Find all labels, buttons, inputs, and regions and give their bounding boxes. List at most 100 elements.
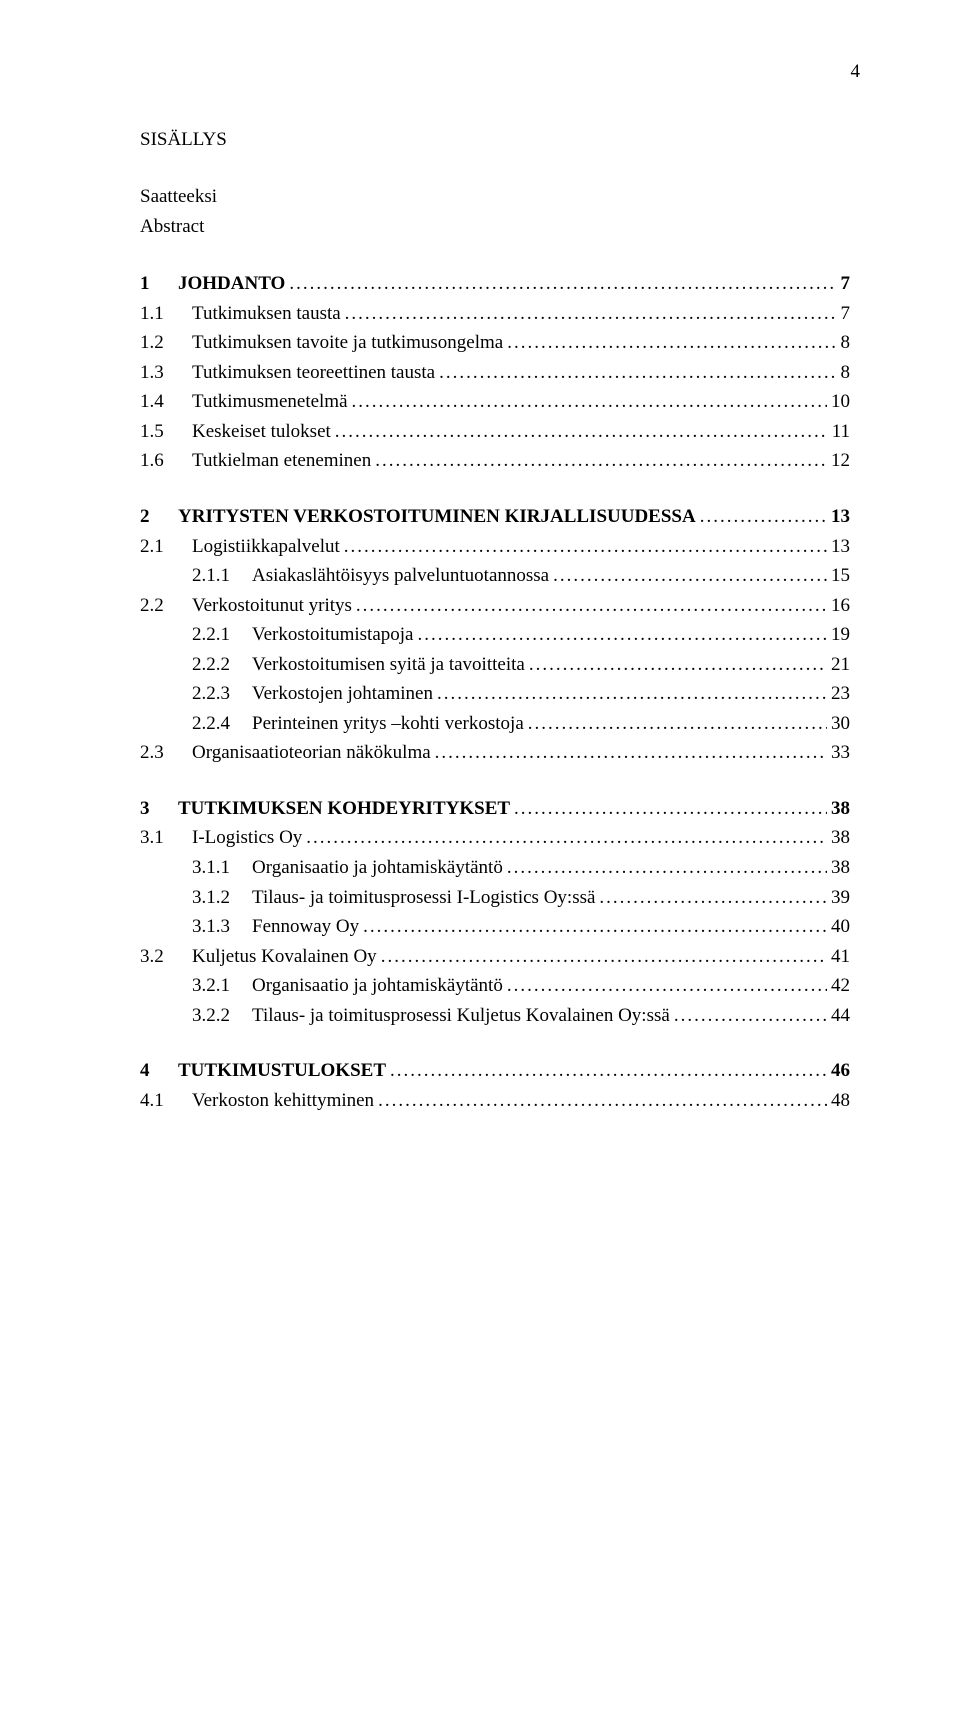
toc-row: 4.1Verkoston kehittyminen48 xyxy=(140,1087,850,1115)
toc-number: 1.6 xyxy=(140,447,192,475)
toc-leader-dots xyxy=(674,1002,827,1030)
toc-label: Tutkielman eteneminen xyxy=(192,447,371,475)
toc-row: 3.2.2Tilaus- ja toimitusprosessi Kuljetu… xyxy=(140,1002,850,1030)
toc-number: 3.2 xyxy=(140,943,192,971)
toc-page: 16 xyxy=(831,592,850,620)
toc-number: 1.5 xyxy=(140,418,192,446)
toc-label: Tutkimuksen teoreettinen tausta xyxy=(192,359,435,387)
toc-row: 2YRITYSTEN VERKOSTOITUMINEN KIRJALLISUUD… xyxy=(140,503,850,531)
toc-leader-dots xyxy=(529,651,827,679)
page-number: 4 xyxy=(140,58,860,86)
toc-leader-dots xyxy=(435,739,827,767)
toc-section: 3TUTKIMUKSEN KOHDEYRITYKSET 383.1I-Logist… xyxy=(140,795,850,1029)
toc-label: TUTKIMUSTULOKSET xyxy=(178,1057,386,1085)
toc-page: 38 xyxy=(831,795,850,823)
toc-row: 1.1Tutkimuksen tausta7 xyxy=(140,300,850,328)
toc-row: 3.2Kuljetus Kovalainen Oy41 xyxy=(140,943,850,971)
toc-leader-dots xyxy=(289,270,836,298)
toc-row: 1.6Tutkielman eteneminen 12 xyxy=(140,447,850,475)
toc-page: 21 xyxy=(831,651,850,679)
toc-row: 2.1.1Asiakaslähtöisyys palveluntuotannos… xyxy=(140,562,850,590)
toc-number: 3 xyxy=(140,795,178,823)
toc-section: 2YRITYSTEN VERKOSTOITUMINEN KIRJALLISUUD… xyxy=(140,503,850,767)
toc-row: 4TUTKIMUSTULOKSET46 xyxy=(140,1057,850,1085)
toc-label: Asiakaslähtöisyys palveluntuotannossa xyxy=(252,562,549,590)
toc-label: Fennoway Oy xyxy=(252,913,359,941)
toc-number: 1.3 xyxy=(140,359,192,387)
toc-label: Logistiikkapalvelut xyxy=(192,533,340,561)
toc-page: 23 xyxy=(831,680,850,708)
toc-page: 12 xyxy=(831,447,850,475)
toc-row: 1.4Tutkimusmenetelmä10 xyxy=(140,388,850,416)
toc-number: 3.1.1 xyxy=(192,854,252,882)
toc-number: 2.2.3 xyxy=(192,680,252,708)
front-matter-block: SaatteeksiAbstract xyxy=(140,183,850,240)
toc-label: TUTKIMUKSEN KOHDEYRITYKSET xyxy=(178,795,510,823)
toc-number: 3.2.1 xyxy=(192,972,252,1000)
toc-row: 2.1Logistiikkapalvelut13 xyxy=(140,533,850,561)
toc-label: Organisaatio ja johtamiskäytäntö xyxy=(252,972,503,1000)
toc-label: Organisaatio ja johtamiskäytäntö xyxy=(252,854,503,882)
toc-page: 48 xyxy=(831,1087,850,1115)
toc-page: 8 xyxy=(841,359,851,387)
toc-label: Tutkimuksen tausta xyxy=(192,300,341,328)
toc-row: 2.2Verkostoitunut yritys 16 xyxy=(140,592,850,620)
toc-number: 2.2 xyxy=(140,592,192,620)
toc-row: 3.1.2Tilaus- ja toimitusprosessi I-Logis… xyxy=(140,884,850,912)
toc-row: 3.1I-Logistics Oy38 xyxy=(140,824,850,852)
toc-label: Organisaatioteorian näkökulma xyxy=(192,739,431,767)
toc-leader-dots xyxy=(553,562,827,590)
toc-row: 3.1.3Fennoway Oy40 xyxy=(140,913,850,941)
toc-page: 15 xyxy=(831,562,850,590)
toc-leader-dots xyxy=(700,503,827,531)
toc-leader-dots xyxy=(599,884,827,912)
toc-number: 4 xyxy=(140,1057,178,1085)
toc-row: 2.3Organisaatioteorian näkökulma 33 xyxy=(140,739,850,767)
toc-page: 33 xyxy=(831,739,850,767)
toc-label: Verkostoitunut yritys xyxy=(192,592,352,620)
toc-leader-dots xyxy=(514,795,827,823)
toc-number: 2.2.2 xyxy=(192,651,252,679)
toc-page: 42 xyxy=(831,972,850,1000)
toc-label: Tilaus- ja toimitusprosessi I-Logistics … xyxy=(252,884,595,912)
toc-label: Verkostojen johtaminen xyxy=(252,680,433,708)
toc-leader-dots xyxy=(352,388,827,416)
toc-row: 1JOHDANTO7 xyxy=(140,270,850,298)
toc-page: 38 xyxy=(831,854,850,882)
toc-leader-dots xyxy=(378,1087,827,1115)
toc-row: 1.3Tutkimuksen teoreettinen tausta 8 xyxy=(140,359,850,387)
toc-leader-dots xyxy=(417,621,827,649)
toc-number: 3.1.2 xyxy=(192,884,252,912)
toc-row: 2.2.3Verkostojen johtaminen 23 xyxy=(140,680,850,708)
toc-leader-dots xyxy=(390,1057,827,1085)
toc-leader-dots xyxy=(345,300,837,328)
doc-title: SISÄLLYS xyxy=(140,126,850,154)
toc-leader-dots xyxy=(381,943,827,971)
toc-page: 13 xyxy=(831,503,850,531)
toc-row: 2.2.4Perinteinen yritys –kohti verkostoj… xyxy=(140,710,850,738)
toc-leader-dots xyxy=(363,913,827,941)
toc-label: Keskeiset tulokset xyxy=(192,418,331,446)
toc-page: 13 xyxy=(831,533,850,561)
toc-label: I-Logistics Oy xyxy=(192,824,302,852)
toc-number: 2.3 xyxy=(140,739,192,767)
toc-page: 30 xyxy=(831,710,850,738)
toc-row: 1.5Keskeiset tulokset 11 xyxy=(140,418,850,446)
toc-number: 1.1 xyxy=(140,300,192,328)
toc-number: 4.1 xyxy=(140,1087,192,1115)
toc-page: 41 xyxy=(831,943,850,971)
toc-page: 8 xyxy=(841,329,851,357)
toc-page: 40 xyxy=(831,913,850,941)
toc-page: 11 xyxy=(832,418,850,446)
toc-row: 2.2.1Verkostoitumistapoja19 xyxy=(140,621,850,649)
toc-number: 2 xyxy=(140,503,178,531)
toc-leader-dots xyxy=(375,447,827,475)
toc-page: 10 xyxy=(831,388,850,416)
toc-number: 2.2.4 xyxy=(192,710,252,738)
toc-leader-dots xyxy=(306,824,827,852)
toc-leader-dots xyxy=(356,592,827,620)
toc-label: Verkostoitumistapoja xyxy=(252,621,413,649)
toc-page: 44 xyxy=(831,1002,850,1030)
toc-row: 3.2.1Organisaatio ja johtamiskäytäntö 42 xyxy=(140,972,850,1000)
toc-row: 3.1.1Organisaatio ja johtamiskäytäntö 38 xyxy=(140,854,850,882)
